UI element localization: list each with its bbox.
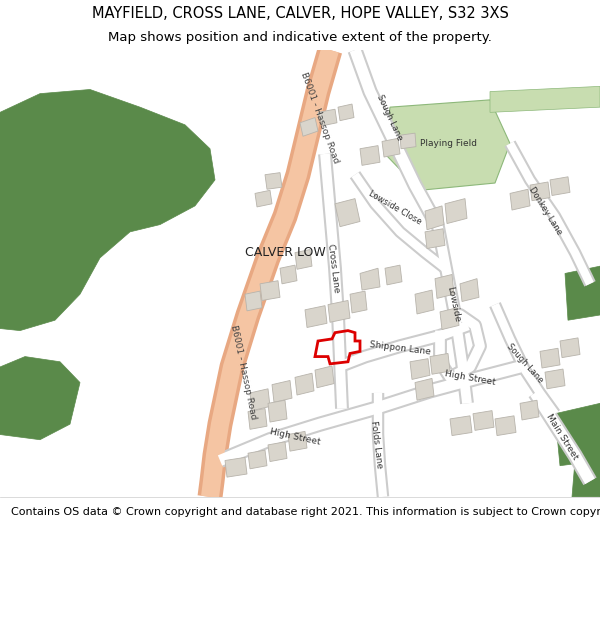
Polygon shape: [338, 104, 354, 121]
Polygon shape: [560, 338, 580, 357]
Polygon shape: [382, 138, 400, 157]
Polygon shape: [490, 86, 600, 112]
Polygon shape: [550, 177, 570, 196]
Polygon shape: [415, 290, 434, 314]
Polygon shape: [540, 348, 560, 368]
Polygon shape: [473, 411, 494, 431]
Polygon shape: [225, 458, 247, 477]
Polygon shape: [250, 389, 270, 411]
Text: Donkey Lane: Donkey Lane: [527, 186, 563, 237]
Text: Playing Field: Playing Field: [419, 139, 476, 148]
Polygon shape: [328, 301, 350, 322]
Polygon shape: [450, 416, 472, 436]
Polygon shape: [245, 291, 262, 311]
Text: High Street: High Street: [269, 427, 321, 446]
Text: Cross Lane: Cross Lane: [326, 243, 340, 293]
Polygon shape: [435, 274, 454, 298]
Text: Lowside: Lowside: [445, 286, 461, 323]
Polygon shape: [272, 381, 292, 402]
Text: Map shows position and indicative extent of the property.: Map shows position and indicative extent…: [108, 31, 492, 44]
Polygon shape: [315, 366, 334, 388]
Polygon shape: [520, 400, 539, 420]
Polygon shape: [288, 431, 307, 451]
Polygon shape: [268, 442, 287, 461]
Polygon shape: [495, 416, 516, 436]
Polygon shape: [445, 199, 467, 224]
Polygon shape: [0, 89, 215, 331]
Polygon shape: [295, 249, 312, 269]
Polygon shape: [510, 189, 530, 210]
Text: MAYFIELD, CROSS LANE, CALVER, HOPE VALLEY, S32 3XS: MAYFIELD, CROSS LANE, CALVER, HOPE VALLE…: [92, 6, 508, 21]
Polygon shape: [295, 373, 314, 395]
Text: B6001 - Hassop Road: B6001 - Hassop Road: [299, 71, 341, 164]
Text: B6001 - Hassop Road: B6001 - Hassop Road: [229, 324, 257, 420]
Polygon shape: [410, 359, 430, 379]
Polygon shape: [425, 229, 445, 249]
Polygon shape: [385, 265, 402, 285]
Polygon shape: [260, 281, 280, 301]
Polygon shape: [545, 369, 565, 389]
Polygon shape: [425, 206, 444, 230]
Polygon shape: [300, 118, 318, 136]
Polygon shape: [248, 450, 267, 469]
Text: Contains OS data © Crown copyright and database right 2021. This information is : Contains OS data © Crown copyright and d…: [11, 507, 600, 517]
Polygon shape: [305, 306, 327, 328]
Polygon shape: [280, 265, 297, 284]
Polygon shape: [572, 458, 600, 497]
Polygon shape: [385, 100, 510, 190]
Polygon shape: [360, 146, 380, 166]
Polygon shape: [248, 409, 267, 429]
Polygon shape: [350, 291, 367, 313]
Text: Folds Lane: Folds Lane: [368, 421, 383, 469]
Polygon shape: [430, 354, 450, 374]
Polygon shape: [265, 173, 282, 189]
Polygon shape: [318, 109, 337, 126]
Polygon shape: [255, 190, 272, 207]
Text: Lowside Close: Lowside Close: [367, 189, 423, 227]
Polygon shape: [460, 279, 479, 301]
Polygon shape: [555, 403, 600, 466]
Polygon shape: [415, 378, 434, 400]
Text: Shippon Lane: Shippon Lane: [369, 340, 431, 356]
Text: Main Street: Main Street: [544, 412, 580, 461]
Polygon shape: [0, 357, 80, 440]
Polygon shape: [440, 308, 459, 329]
Polygon shape: [565, 266, 600, 320]
Polygon shape: [530, 182, 550, 201]
Text: CALVER LOW: CALVER LOW: [245, 246, 326, 259]
Polygon shape: [268, 400, 287, 422]
Polygon shape: [400, 133, 416, 149]
Text: Sough Lane: Sough Lane: [505, 342, 545, 385]
Polygon shape: [335, 199, 360, 227]
Polygon shape: [360, 268, 380, 290]
Text: High Street: High Street: [444, 369, 496, 388]
Text: Sough Lane: Sough Lane: [376, 93, 404, 142]
